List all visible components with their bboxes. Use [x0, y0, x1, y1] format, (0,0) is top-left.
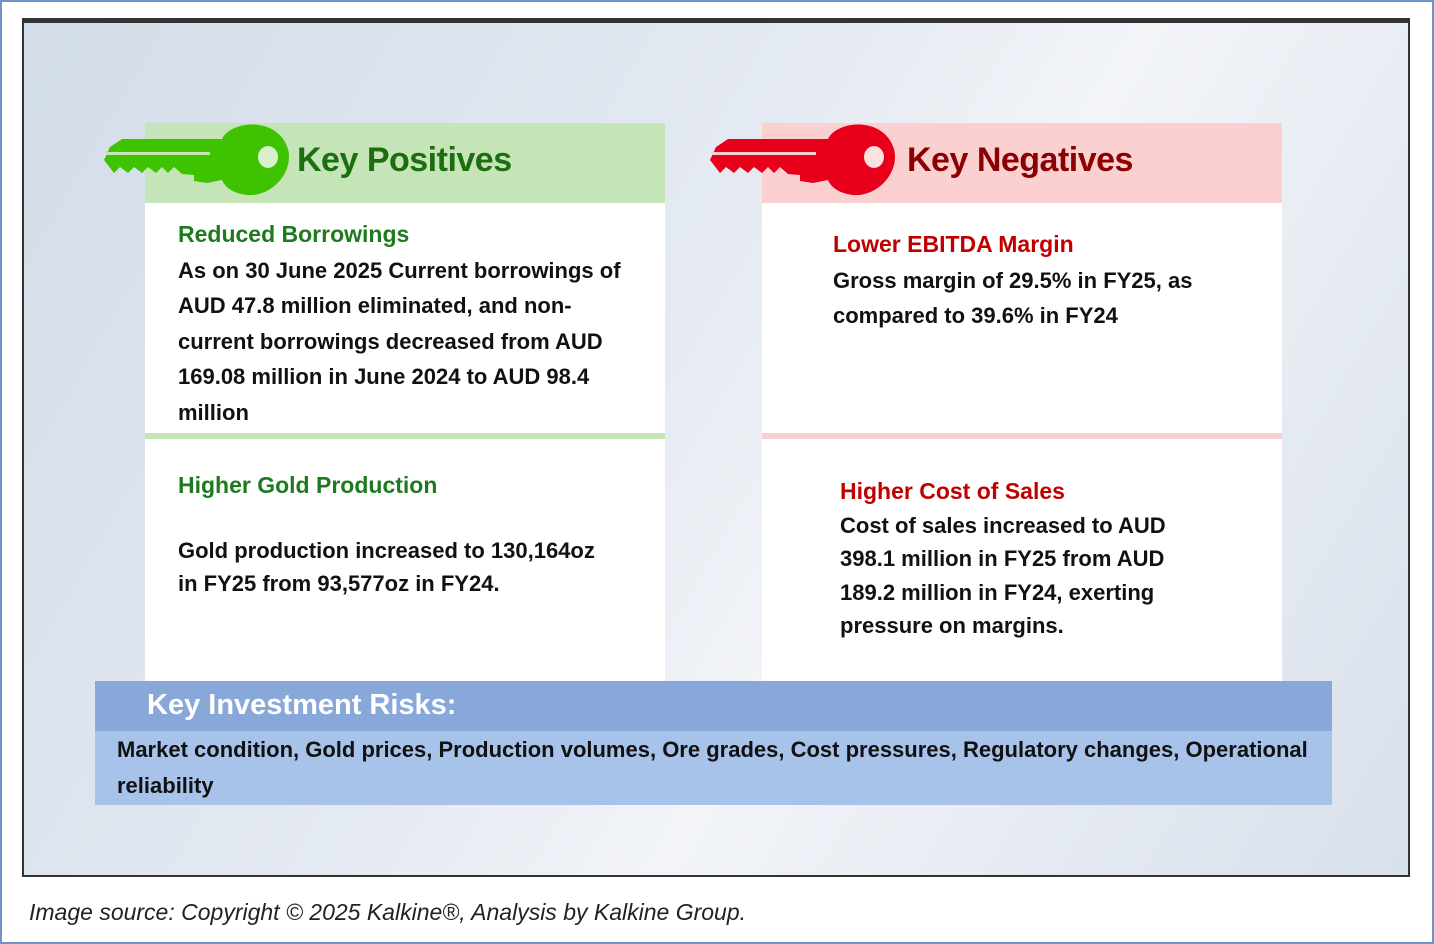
negative-text: Gross margin of 29.5% in FY25, as compar…	[833, 267, 1193, 329]
investment-risks-box: Key Investment Risks: Market condition, …	[95, 681, 1332, 805]
negatives-card: Key Negatives Lower EBITDA Margin Gross …	[762, 123, 1282, 681]
negative-item: Higher Cost of Sales Cost of sales incre…	[840, 475, 1220, 643]
risks-title: Key Investment Risks:	[95, 681, 1332, 731]
risks-text: Market condition, Gold prices, Productio…	[117, 737, 1308, 798]
red-key-icon	[710, 124, 895, 196]
negative-heading: Higher Cost of Sales	[840, 478, 1065, 504]
negatives-title: Key Negatives	[907, 141, 1133, 179]
negative-heading: Lower EBITDA Margin	[833, 231, 1074, 257]
positive-heading: Higher Gold Production	[178, 472, 438, 498]
green-key-icon	[104, 124, 289, 196]
positive-text: Gold production increased to 130,164oz i…	[178, 537, 595, 596]
divider	[145, 433, 665, 439]
positive-item: Reduced Borrowings As on 30 June 2025 Cu…	[178, 217, 638, 430]
negative-item: Lower EBITDA Margin Gross margin of 29.5…	[833, 227, 1293, 334]
positive-item: Higher Gold Production Gold production i…	[178, 468, 618, 600]
image-source-caption: Image source: Copyright © 2025 Kalkine®,…	[29, 899, 747, 925]
positive-text: As on 30 June 2025 Current borrowings of…	[178, 257, 621, 425]
positive-heading: Reduced Borrowings	[178, 221, 410, 247]
negative-text: Cost of sales increased to AUD 398.1 mil…	[840, 512, 1166, 639]
divider	[762, 433, 1282, 439]
positives-title: Key Positives	[297, 141, 512, 179]
positives-card: Key Positives Reduced Borrowings As on 3…	[145, 123, 665, 681]
